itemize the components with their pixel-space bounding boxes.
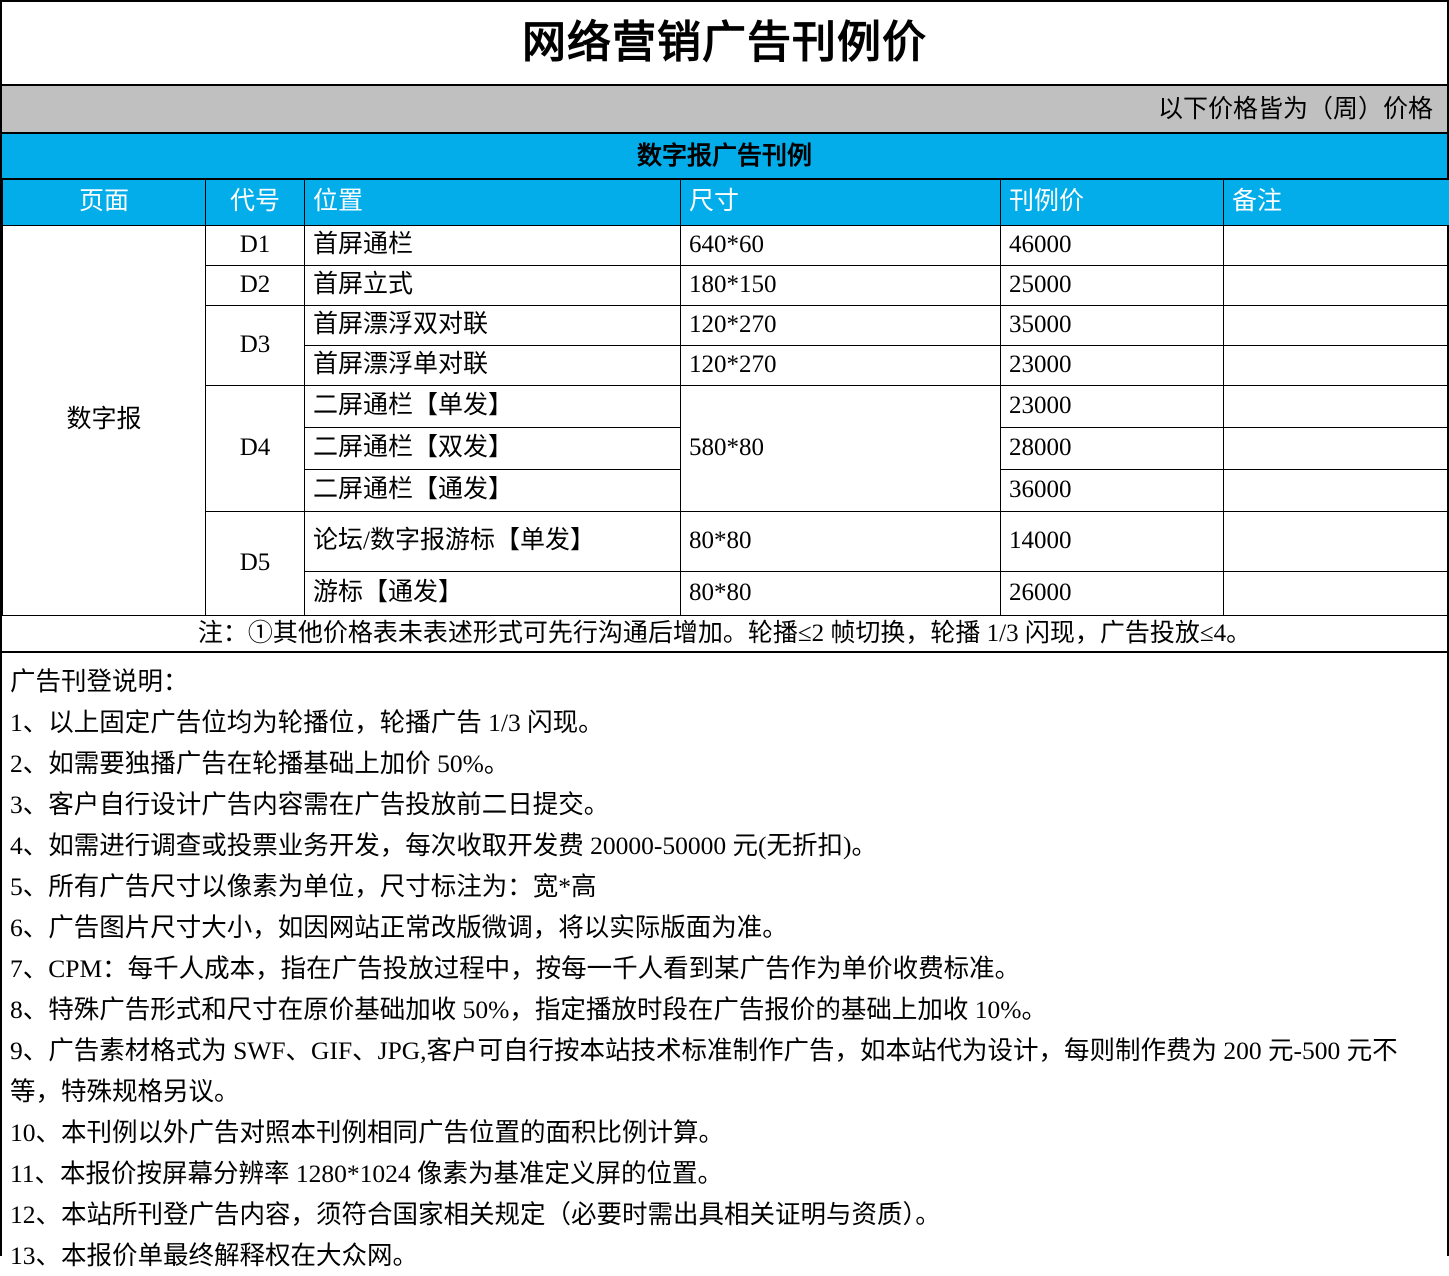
table-row: 数字报 D1 首屏通栏 640*60 46000 [3, 226, 1449, 266]
terms-item: 7、CPM：每千人成本，指在广告投放过程中，按每一千人看到某广告作为单价收费标准… [10, 948, 1439, 989]
cell-size: 640*60 [681, 226, 1001, 266]
table-header: 页面 代号 位置 尺寸 刊例价 备注 [3, 180, 1449, 226]
terms-item: 5、所有广告尺寸以像素为单位，尺寸标注为：宽*高 [10, 866, 1439, 907]
terms-item: 6、广告图片尺寸大小，如因网站正常改版微调，将以实际版面为准。 [10, 907, 1439, 948]
cell-price: 23000 [1001, 386, 1224, 428]
cell-code: D2 [206, 266, 305, 306]
cell-note [1224, 428, 1449, 470]
cell-size: 580*80 [681, 386, 1001, 512]
cell-position: 二屏通栏【双发】 [305, 428, 681, 470]
terms-item: 10、本刊例以外广告对照本刊例相同广告位置的面积比例计算。 [10, 1112, 1439, 1153]
cell-position: 二屏通栏【单发】 [305, 386, 681, 428]
cell-position: 首屏立式 [305, 266, 681, 306]
cell-page-group: 数字报 [3, 226, 206, 616]
cell-code: D3 [206, 306, 305, 386]
column-header-position: 位置 [305, 180, 681, 226]
cell-size: 80*80 [681, 572, 1001, 616]
cell-position: 游标【通发】 [305, 572, 681, 616]
document-title-band: 网络营销广告刊例价 [2, 2, 1447, 86]
cell-note [1224, 306, 1449, 346]
cell-note [1224, 226, 1449, 266]
cell-note [1224, 470, 1449, 512]
cell-position: 首屏漂浮单对联 [305, 346, 681, 386]
cell-note [1224, 386, 1449, 428]
cell-price: 14000 [1001, 512, 1224, 572]
cell-code: D5 [206, 512, 305, 616]
cell-position: 二屏通栏【通发】 [305, 470, 681, 512]
terms-item: 11、本报价按屏幕分辨率 1280*1024 像素为基准定义屏的位置。 [10, 1153, 1439, 1194]
cell-note [1224, 572, 1449, 616]
cell-position: 论坛/数字报游标【单发】 [305, 512, 681, 572]
cell-price: 26000 [1001, 572, 1224, 616]
terms-item: 2、如需要独播广告在轮播基础上加价 50%。 [10, 743, 1439, 784]
terms-item: 1、以上固定广告位均为轮播位，轮播广告 1/3 闪现。 [10, 702, 1439, 743]
table-footnote: 注：①其他价格表未表述形式可先行沟通后增加。轮播≤2 帧切换，轮播 1/3 闪现… [198, 621, 1251, 646]
cell-position: 首屏漂浮双对联 [305, 306, 681, 346]
table-row: D2 首屏立式 180*150 25000 [3, 266, 1449, 306]
cell-code: D4 [206, 386, 305, 512]
cell-code: D1 [206, 226, 305, 266]
cell-size: 120*270 [681, 306, 1001, 346]
terms-heading: 广告刊登说明： [10, 661, 1439, 702]
terms-item: 9、广告素材格式为 SWF、GIF、JPG,客户可自行按本站技术标准制作广告，如… [10, 1030, 1439, 1112]
cell-size: 180*150 [681, 266, 1001, 306]
terms-item: 3、客户自行设计广告内容需在广告投放前二日提交。 [10, 784, 1439, 825]
table-header-row: 页面 代号 位置 尺寸 刊例价 备注 [3, 180, 1449, 226]
table-row: D3 首屏漂浮双对联 120*270 35000 [3, 306, 1449, 346]
table-row: D4 二屏通栏【单发】 580*80 23000 [3, 386, 1449, 428]
cell-position: 首屏通栏 [305, 226, 681, 266]
section-banner: 数字报广告刊例 [2, 134, 1447, 179]
cell-note [1224, 266, 1449, 306]
cell-size: 80*80 [681, 512, 1001, 572]
terms-item: 12、本站所刊登广告内容，须符合国家相关规定（必要时需出具相关证明与资质）。 [10, 1194, 1439, 1235]
cell-price: 23000 [1001, 346, 1224, 386]
cell-size: 120*270 [681, 346, 1001, 386]
price-period-note: 以下价格皆为（周）价格 [1158, 97, 1433, 122]
table-row: D5 论坛/数字报游标【单发】 80*80 14000 [3, 512, 1449, 572]
cell-price: 36000 [1001, 470, 1224, 512]
cell-note [1224, 346, 1449, 386]
column-header-price: 刊例价 [1001, 180, 1224, 226]
terms-item: 8、特殊广告形式和尺寸在原价基础加收 50%，指定播放时段在广告报价的基础上加收… [10, 989, 1439, 1030]
advertising-terms-block: 广告刊登说明： 1、以上固定广告位均为轮播位，轮播广告 1/3 闪现。 2、如需… [2, 653, 1447, 1276]
cell-price: 28000 [1001, 428, 1224, 470]
cell-price: 25000 [1001, 266, 1224, 306]
cell-price: 35000 [1001, 306, 1224, 346]
terms-item: 4、如需进行调查或投票业务开发，每次收取开发费 20000-50000 元(无折… [10, 825, 1439, 866]
column-header-code: 代号 [206, 180, 305, 226]
column-header-page: 页面 [3, 180, 206, 226]
rate-table: 页面 代号 位置 尺寸 刊例价 备注 数字报 D1 首屏通栏 640*60 46… [2, 179, 1449, 616]
section-banner-label: 数字报广告刊例 [637, 144, 812, 169]
column-header-size: 尺寸 [681, 180, 1001, 226]
table-footnote-row: 注：①其他价格表未表述形式可先行沟通后增加。轮播≤2 帧切换，轮播 1/3 闪现… [2, 616, 1447, 653]
page-title: 网络营销广告刊例价 [522, 21, 927, 65]
table-body: 数字报 D1 首屏通栏 640*60 46000 D2 首屏立式 180*150… [3, 226, 1449, 616]
column-header-note: 备注 [1224, 180, 1449, 226]
cell-price: 46000 [1001, 226, 1224, 266]
cell-note [1224, 512, 1449, 572]
price-period-band: 以下价格皆为（周）价格 [2, 86, 1447, 134]
